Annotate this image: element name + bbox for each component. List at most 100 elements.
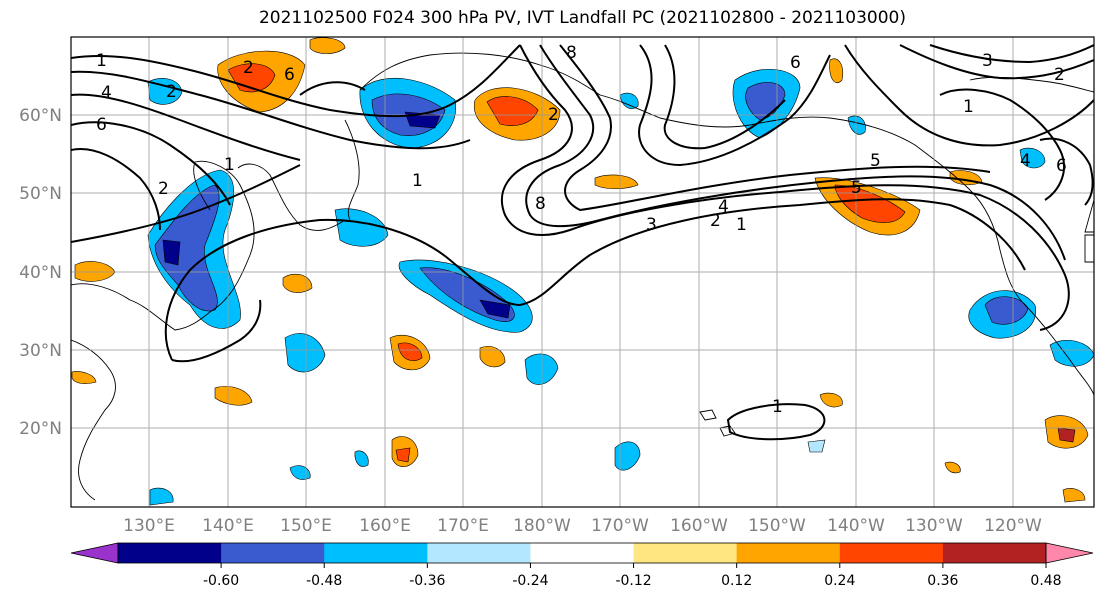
colorbar-cell — [942, 543, 1047, 563]
anomaly-negative — [354, 450, 369, 467]
contour-label: 8 — [535, 194, 546, 214]
pv-contour — [899, 44, 1094, 80]
coastline — [969, 76, 1094, 93]
pv-contours — [71, 44, 1094, 441]
colorbar-cell — [118, 543, 222, 563]
colorbar-cell — [221, 543, 325, 563]
colorbar-tick-label: -0.24 — [512, 573, 548, 589]
contour-label: 4 — [101, 83, 112, 103]
pv-contour — [71, 70, 471, 150]
anomaly-negative — [147, 78, 183, 105]
contour-label: 5 — [870, 151, 881, 171]
contour-label: 4 — [1020, 151, 1031, 171]
pv-contour — [929, 44, 1094, 64]
colorbar-extend-max — [1045, 542, 1094, 564]
pv-contour — [939, 88, 1065, 201]
contour-label: 2 — [1054, 65, 1065, 85]
colorbar-tick-label: -0.12 — [615, 573, 651, 589]
contour-label: 1 — [736, 215, 747, 235]
anomaly-positive — [594, 174, 639, 190]
pv-contour — [559, 44, 991, 212]
contour-label: 2 — [548, 105, 559, 125]
contour-label: 3 — [646, 215, 657, 235]
coastline — [599, 94, 1094, 396]
lon-label: 150°W — [748, 516, 806, 536]
anomaly-negative — [154, 184, 220, 312]
pv-contour — [164, 198, 1026, 361]
contour-label: 2 — [158, 179, 169, 199]
colorbar-cell — [839, 543, 944, 563]
lon-label: 140°E — [202, 516, 254, 536]
pv-contour — [525, 44, 1066, 261]
pv-contour — [638, 44, 831, 167]
coastline — [237, 163, 346, 231]
anomaly-negative — [807, 439, 826, 453]
pv-contour — [71, 164, 301, 243]
anomaly-positive — [944, 461, 961, 474]
lon-label: 120°W — [984, 516, 1042, 536]
anomaly-positive — [819, 392, 843, 408]
pv-contour — [171, 299, 262, 363]
lat-label: 50°N — [19, 184, 62, 204]
anomaly-negative — [284, 333, 326, 373]
pv-contour — [71, 44, 521, 118]
pv-contour — [726, 403, 826, 441]
lon-label: 160°E — [359, 516, 411, 536]
coastline — [1084, 234, 1094, 263]
coastlines — [71, 52, 1094, 501]
contour-label: 1 — [96, 51, 107, 71]
lat-label: 20°N — [19, 419, 62, 439]
colorbar-outline — [117, 542, 1047, 564]
pv-contour — [71, 148, 161, 231]
colorbar-cell — [324, 543, 428, 563]
colorbar-tick-label: 0.36 — [927, 573, 958, 589]
contour-label: 6 — [1056, 156, 1067, 176]
pv-contour — [299, 81, 366, 96]
anomaly-negative — [289, 465, 311, 480]
contour-label: 6 — [284, 65, 295, 85]
colorbar-cell — [427, 543, 531, 563]
coastline — [719, 425, 736, 437]
lon-label: 150°E — [280, 516, 332, 536]
pv-contour — [844, 44, 1094, 147]
lon-label: 170°E — [437, 516, 489, 536]
anomaly-positive — [829, 58, 843, 84]
coastline — [1084, 199, 1094, 233]
anomaly-negative — [1019, 147, 1046, 169]
contour-label: 5 — [851, 178, 862, 198]
contour-label: 1 — [224, 155, 235, 175]
pv-contour — [71, 93, 301, 161]
colorbar-tick-label: -0.48 — [306, 573, 342, 589]
anomaly-negative — [162, 239, 181, 266]
contour-label: 2 — [243, 58, 254, 78]
colorbar-extend-min — [70, 542, 119, 564]
anomaly-negative — [614, 441, 641, 471]
coastline — [699, 409, 717, 421]
coastline — [359, 52, 601, 96]
anomaly-positive — [214, 386, 253, 406]
anomaly-positive — [1062, 488, 1086, 503]
latitude-labels: 60°N 50°N 40°N 30°N 20°N — [19, 106, 62, 439]
contour-label: 1 — [963, 97, 974, 117]
lon-label: 170°W — [591, 516, 649, 536]
anomaly-negative — [149, 487, 174, 506]
lon-label: 160°W — [670, 516, 728, 536]
anomaly-positive — [397, 342, 423, 361]
anomaly-positive — [395, 447, 411, 463]
anomaly-positive — [479, 346, 506, 368]
contour-label: 1 — [772, 397, 783, 417]
contour-label: 3 — [982, 51, 993, 71]
coastline — [71, 339, 116, 501]
longitude-labels: 130°E 140°E 150°E 160°E 170°E 180°W 170°… — [123, 516, 1042, 536]
figure-title: 2021102500 F024 300 hPa PV, IVT Landfall… — [258, 8, 906, 28]
contour-labels: 1 2 4 6 2 1 6 8 2 2 1 8 3 2 1 4 5 5 1 6 … — [96, 43, 1067, 417]
pv-contour — [663, 44, 786, 150]
anomaly-negative — [334, 208, 389, 247]
lon-label: 130°W — [905, 516, 963, 536]
colorbar-cell — [530, 543, 635, 563]
contour-label: 8 — [566, 43, 577, 63]
lon-label: 180°W — [513, 516, 571, 536]
colorbar-cell — [633, 543, 738, 563]
colorbar-tick-label: 0.12 — [721, 573, 752, 589]
